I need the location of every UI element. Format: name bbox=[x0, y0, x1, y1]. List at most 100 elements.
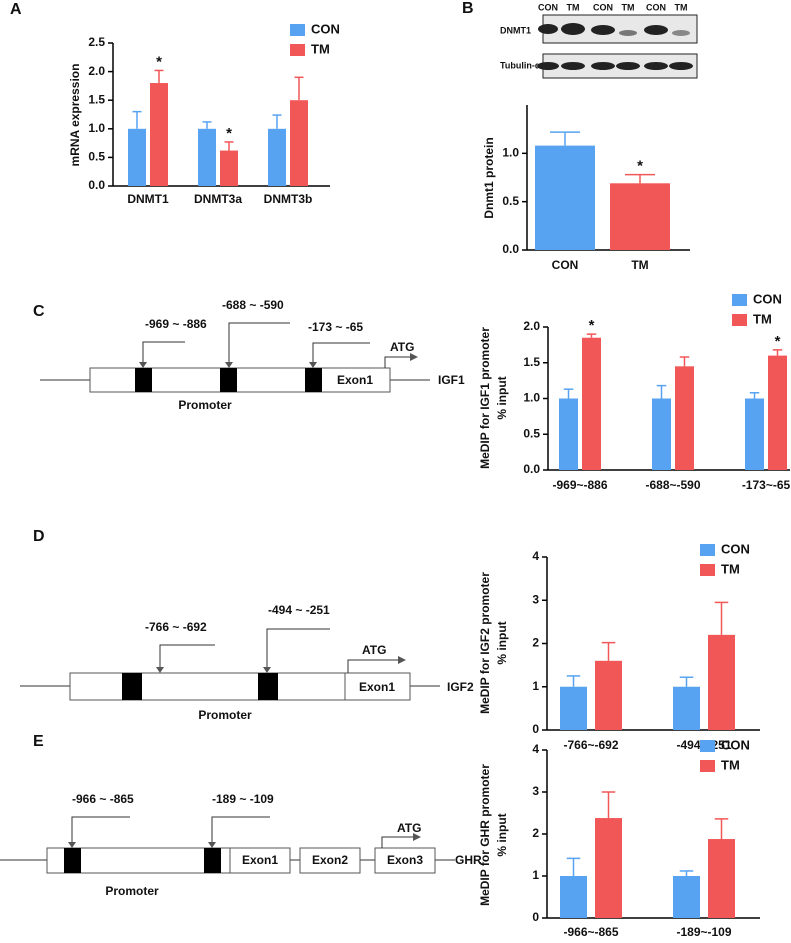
lane-label: CON bbox=[538, 2, 558, 12]
error-bar bbox=[586, 333, 597, 338]
significance-marker: * bbox=[637, 158, 643, 175]
lane-label: TM bbox=[622, 2, 635, 12]
gene-label: GHR bbox=[455, 853, 482, 867]
legend-label: TM bbox=[721, 757, 740, 772]
region-label: -189 ~ -109 bbox=[212, 792, 274, 806]
bar bbox=[560, 686, 587, 730]
significance-marker: * bbox=[775, 333, 781, 350]
y-axis-label: % input bbox=[495, 621, 509, 664]
region-label: -969 ~ -886 bbox=[145, 317, 207, 331]
y-tick-label: 1 bbox=[532, 868, 539, 882]
exon-label: Exon1 bbox=[242, 853, 278, 867]
panel-label: E bbox=[33, 733, 44, 750]
blot-row-label: Tubulin-α bbox=[500, 60, 541, 70]
atg-label: ATG bbox=[390, 340, 414, 354]
error-bar bbox=[772, 349, 783, 356]
bar bbox=[582, 337, 601, 470]
legend-swatch bbox=[732, 314, 747, 326]
promoter-label: Promoter bbox=[105, 884, 159, 898]
legend-swatch bbox=[700, 740, 715, 752]
panel-label: D bbox=[33, 528, 45, 545]
blot-row-label: DNMT1 bbox=[500, 25, 531, 35]
legend-swatch bbox=[290, 44, 305, 56]
bar bbox=[673, 876, 700, 918]
lane-label: CON bbox=[593, 2, 613, 12]
error-bar bbox=[656, 384, 667, 399]
exon-label: Exon2 bbox=[312, 853, 348, 867]
y-tick-label: 0.0 bbox=[502, 242, 519, 256]
error-bar bbox=[679, 356, 690, 367]
legend-label: TM bbox=[311, 41, 330, 56]
y-tick-label: 2.0 bbox=[523, 319, 540, 333]
bar bbox=[560, 876, 587, 918]
x-tick-label: TM bbox=[631, 258, 648, 272]
atg-label: ATG bbox=[362, 643, 386, 657]
y-tick-label: 2 bbox=[532, 636, 539, 650]
y-tick-label: 1.5 bbox=[523, 355, 540, 369]
error-bar bbox=[566, 857, 581, 876]
y-tick-label: 1.0 bbox=[523, 391, 540, 405]
error-bar bbox=[202, 121, 212, 129]
y-tick-label: 1.0 bbox=[502, 146, 519, 160]
exon-label: Exon3 bbox=[387, 853, 423, 867]
bar bbox=[673, 686, 700, 730]
lane-label: TM bbox=[675, 2, 688, 12]
y-tick-label: 3 bbox=[532, 784, 539, 798]
panel-label: A bbox=[10, 1, 22, 18]
blot: CON TM CON TM CON TM DNMT1 Tubulin-α bbox=[500, 2, 698, 79]
y-tick-label: 0.5 bbox=[523, 426, 540, 440]
y-axis-label: % input bbox=[495, 813, 509, 856]
error-bar bbox=[550, 131, 580, 146]
y-tick-label: 2 bbox=[532, 826, 539, 840]
gene-diagram: -969 ~ -886 -688 ~ -590 -173 ~ -65 ATG E… bbox=[40, 298, 465, 412]
legend-label: CON bbox=[721, 541, 750, 556]
error-bar bbox=[625, 173, 655, 184]
panel-label: B bbox=[462, 0, 474, 17]
y-tick-label: 0 bbox=[532, 722, 539, 736]
x-tick-label: DNMT3b bbox=[264, 192, 313, 206]
x-tick-label: DNMT3a bbox=[194, 192, 242, 206]
legend-label: CON bbox=[721, 737, 750, 752]
y-tick-label: 4 bbox=[532, 742, 539, 756]
bar bbox=[595, 818, 622, 918]
y-axis-label: % input bbox=[495, 376, 509, 419]
y-tick-label: 1.5 bbox=[88, 92, 105, 106]
y-axis-label: MeDIP for IGF1 promoter bbox=[478, 327, 492, 469]
error-bar bbox=[679, 870, 694, 876]
legend-label: TM bbox=[721, 561, 740, 576]
gene-label: IGF1 bbox=[438, 373, 465, 387]
promoter-label: Promoter bbox=[178, 398, 232, 412]
x-tick-label: -189~-109 bbox=[676, 925, 731, 939]
promoter-label: Promoter bbox=[198, 708, 252, 722]
y-axis-label: MeDIP for GHR promoter bbox=[478, 764, 492, 906]
error-bar bbox=[601, 641, 616, 661]
legend-label: TM bbox=[753, 311, 772, 326]
error-bar bbox=[224, 141, 234, 151]
y-tick-label: 1.0 bbox=[88, 121, 105, 135]
bar bbox=[220, 150, 238, 186]
error-bar bbox=[563, 388, 574, 399]
exon-label: Exon1 bbox=[337, 373, 373, 387]
error-bar bbox=[714, 818, 729, 840]
lane-label: TM bbox=[567, 2, 580, 12]
bar bbox=[290, 100, 308, 186]
bar bbox=[610, 183, 670, 250]
y-tick-label: 2.5 bbox=[88, 35, 105, 49]
bar bbox=[128, 128, 146, 186]
bar bbox=[675, 366, 694, 470]
error-bar bbox=[566, 675, 581, 687]
bands bbox=[537, 23, 693, 70]
lane-label: CON bbox=[646, 2, 666, 12]
y-axis-label: MeDIP for IGF2 promoter bbox=[478, 572, 492, 714]
region-label: -766 ~ -692 bbox=[145, 620, 207, 634]
x-tick-label: DNMT1 bbox=[127, 192, 169, 206]
error-bar bbox=[294, 76, 304, 101]
gene-label: IGF2 bbox=[447, 680, 474, 694]
bar bbox=[559, 398, 578, 470]
x-tick-label: -688~-590 bbox=[645, 478, 700, 492]
bar bbox=[268, 128, 286, 186]
legend-swatch bbox=[732, 294, 747, 306]
x-tick-label: -173~-65 bbox=[742, 478, 791, 492]
y-tick-label: 0.0 bbox=[523, 462, 540, 476]
